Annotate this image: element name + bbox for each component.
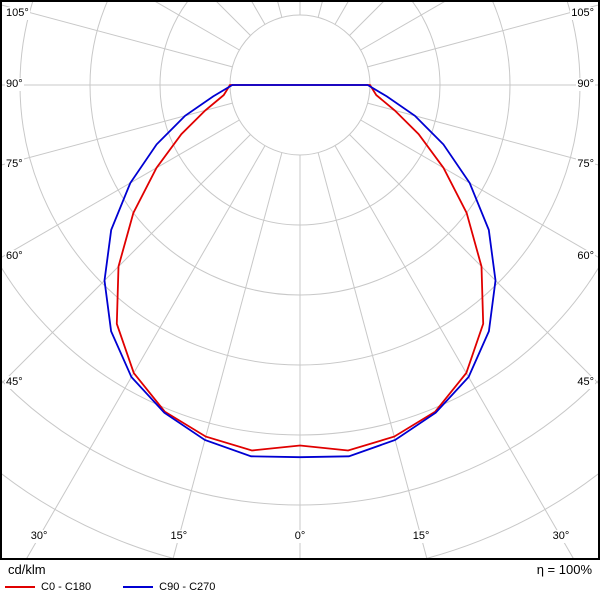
polar-grid-spoke bbox=[251, 2, 266, 25]
legend-label: C0 - C180 bbox=[41, 581, 92, 593]
polar-grid-spoke bbox=[2, 134, 251, 384]
legend-item-c0-c180: C0 - C180 bbox=[5, 581, 91, 593]
curve-c0-c180 bbox=[115, 84, 485, 452]
angle-label-bottom-30-left: 30° bbox=[29, 530, 49, 543]
angle-label-left-60: 60° bbox=[5, 250, 24, 264]
angle-label-bottom-15-right: 15° bbox=[411, 530, 431, 543]
polar-grid-spoke bbox=[155, 2, 240, 51]
angle-label-left-45: 45° bbox=[5, 376, 24, 389]
polar-grid-spoke bbox=[360, 2, 445, 51]
polar-grid-spoke bbox=[334, 145, 574, 558]
legend-line-swatch bbox=[5, 586, 35, 588]
units-label: cd/klm bbox=[8, 562, 46, 577]
legend-item-c90-c270: C90 - C270 bbox=[123, 581, 215, 593]
angle-label-right-105: 105° bbox=[570, 7, 595, 20]
legend: C0 - C180 C90 - C270 bbox=[0, 577, 600, 593]
efficiency-label: η = 100% bbox=[536, 562, 592, 577]
polar-grid-spoke bbox=[334, 2, 349, 25]
polar-grid-spoke bbox=[2, 4, 233, 68]
polar-grid-spoke bbox=[2, 102, 233, 166]
polar-grid-spoke bbox=[367, 4, 598, 68]
curve-c90-c270 bbox=[103, 84, 497, 459]
angle-label-left-105: 105° bbox=[5, 7, 30, 20]
angle-label-bottom-30-right: 30° bbox=[551, 530, 571, 543]
angle-label-right-75: 75° bbox=[576, 157, 595, 171]
polar-grid-spoke bbox=[349, 2, 384, 36]
legend-footer: cd/klm η = 100% C0 - C180 C90 - C270 bbox=[0, 560, 600, 595]
polar-grid-spoke bbox=[367, 102, 598, 166]
polar-grid-and-curves bbox=[0, 0, 600, 560]
plot-border bbox=[0, 0, 600, 560]
angle-label-right-90: 90° bbox=[576, 78, 595, 91]
polar-grid-spoke bbox=[172, 152, 283, 558]
legend-line-swatch bbox=[123, 586, 154, 588]
polar-grid-spoke bbox=[216, 2, 251, 36]
plot-clipped-group bbox=[2, 2, 598, 558]
angle-label-right-45: 45° bbox=[576, 376, 595, 389]
polar-plot-area: 105° 105° 90° 90° 75° 75° 60° 60° 45° 45° 30° 30° 15… bbox=[0, 0, 600, 560]
angle-label-bottom-15-left: 15° bbox=[169, 530, 189, 543]
legend-label: C90 - C270 bbox=[159, 581, 216, 593]
angle-label-bottom-0: 0° bbox=[293, 530, 307, 543]
angle-label-right-60: 60° bbox=[576, 250, 595, 264]
polar-grid-spoke bbox=[349, 134, 598, 384]
angle-label-left-90: 90° bbox=[5, 78, 24, 91]
polar-grid-spoke bbox=[26, 145, 266, 558]
polar-grid-spoke bbox=[317, 152, 428, 558]
angle-label-left-75: 75° bbox=[5, 157, 24, 171]
